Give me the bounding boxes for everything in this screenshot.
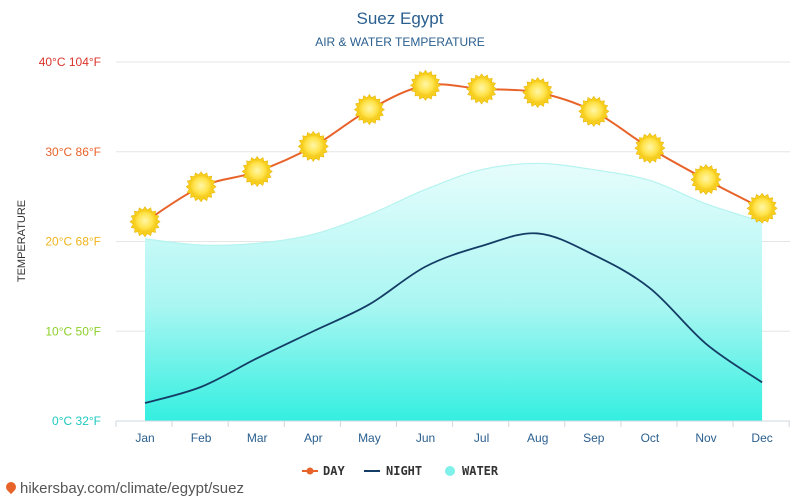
night-series [144, 232, 763, 404]
day-point-sun-icon [409, 69, 442, 101]
day-point-sun-icon [241, 155, 273, 188]
water-line [144, 162, 763, 246]
day-point-sun-icon [297, 130, 329, 162]
x-tick-label: Oct [641, 431, 660, 445]
legend-day-label: DAY [323, 464, 345, 478]
x-tick-label: Jan [135, 431, 154, 445]
x-tick-label: May [358, 431, 381, 445]
location-pin-icon [3, 479, 19, 495]
x-tick-label: Sep [583, 431, 605, 445]
day-point-sun-icon [129, 206, 161, 238]
legend: DAY NIGHT WATER [302, 464, 499, 478]
x-tick-label: Dec [751, 431, 772, 445]
y-tick-label: 20°C 68°F [45, 235, 101, 249]
x-tick-label: Apr [304, 431, 323, 445]
axis-layer: 0°C 32°F 10°C 50°F 20°C 68°F 30°C 86°F 40°C … [39, 55, 790, 445]
day-point-sun-icon [522, 76, 554, 109]
source-text: hikersbay.com/climate/egypt/suez [20, 480, 244, 497]
y-tick-label: 10°C 50°F [45, 324, 101, 338]
y-tick-label: 30°C 86°F [45, 145, 101, 159]
x-tick-label: Nov [695, 431, 716, 445]
chart-subtitle: AIR & WATER TEMPERATURE [315, 35, 485, 49]
water-series [144, 162, 763, 422]
y-tick-label: 40°C 104°F [39, 55, 101, 69]
legend-water-label: WATER [462, 464, 499, 478]
water-area [145, 163, 763, 422]
chart-title: Suez Egypt [357, 9, 444, 28]
legend-day-dot [306, 467, 314, 475]
day-point-sun-icon [634, 132, 666, 164]
day-point-sun-icon [690, 164, 722, 196]
day-point-sun-icon [466, 73, 498, 105]
y-axis-label: TEMPERATURE [16, 200, 28, 282]
day-point-sun-icon [185, 171, 217, 203]
legend-water-dot [445, 466, 455, 476]
x-tick-label: Mar [247, 431, 268, 445]
day-point-sun-icon [746, 192, 778, 224]
night-line [144, 232, 763, 404]
x-tick-label: Jun [416, 431, 435, 445]
day-point-sun-icon [353, 94, 385, 126]
source-link[interactable]: hikersbay.com/climate/egypt/suez [3, 479, 244, 497]
legend-night-label: NIGHT [386, 464, 422, 478]
x-tick-label: Jul [474, 431, 489, 445]
day-point-sun-icon [578, 95, 610, 127]
day-series [129, 69, 778, 238]
y-tick-label: 0°C 32°F [52, 414, 101, 428]
x-tick-label: Feb [191, 431, 212, 445]
x-tick-label: Aug [527, 431, 548, 445]
